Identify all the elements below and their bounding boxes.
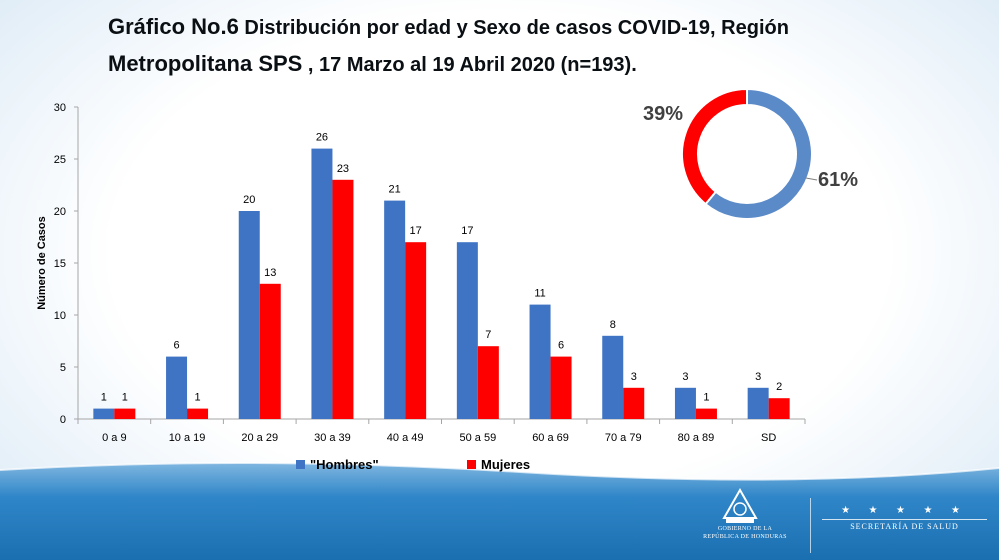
bar-mujeres: [768, 398, 790, 419]
data-label: 21: [389, 184, 401, 196]
data-label: 6: [173, 340, 179, 352]
bar-mujeres: [623, 387, 645, 419]
bar-mujeres: [477, 346, 499, 419]
bar-hombres: [238, 211, 260, 419]
donut-slice-mujeres: [681, 87, 748, 206]
data-label: 8: [610, 319, 616, 331]
data-label: 1: [703, 392, 709, 404]
data-label: 23: [337, 163, 349, 175]
x-tick-label: 30 a 39: [314, 432, 351, 444]
gov-line1: GOBIERNO DE LA: [717, 526, 773, 532]
x-tick-label: 50 a 59: [459, 432, 496, 444]
footer-band: [0, 462, 999, 560]
bar-hombres: [674, 387, 696, 419]
seal-icon: [722, 488, 758, 523]
bar-hombres: [456, 242, 478, 419]
x-tick-label: 60 a 69: [532, 432, 569, 444]
x-tick-label: SD: [761, 432, 776, 444]
ministry-rule: [822, 519, 987, 520]
data-label: 6: [558, 340, 564, 352]
legend-label-hombres: "Hombres": [310, 457, 379, 472]
bar-mujeres: [550, 356, 572, 419]
bar-mujeres: [259, 283, 281, 419]
footer-wave: [0, 461, 999, 481]
y-tick-label: 0: [60, 414, 66, 426]
bar-hombres: [384, 200, 406, 419]
gov-line2: REPÚBLICA DE HONDURAS: [703, 534, 787, 540]
bar-mujeres: [332, 179, 354, 419]
donut-chart: 61% 39%: [643, 87, 858, 220]
bar-mujeres: [695, 408, 717, 419]
x-tick-label: 0 a 9: [102, 432, 126, 444]
data-label: 7: [485, 329, 491, 341]
data-label: 13: [264, 267, 276, 279]
bar-hombres: [93, 408, 115, 419]
title-description: Distribución por edad y Sexo de casos CO…: [238, 17, 789, 39]
bar-mujeres: [114, 408, 136, 419]
data-label: 20: [243, 194, 255, 206]
title-figure-number: Gráfico No.6: [108, 14, 239, 39]
bar-mujeres: [187, 408, 209, 419]
title-region: Metropolitana SPS: [108, 51, 303, 76]
x-tick-label: 80 a 89: [678, 432, 715, 444]
y-tick-label: 15: [54, 258, 66, 270]
stars-icon: ★ ★ ★ ★ ★: [841, 505, 968, 516]
y-tick-label: 20: [54, 206, 66, 218]
donut-label-hombres: 61%: [818, 169, 858, 191]
bar-hombres: [602, 335, 624, 419]
data-label: 17: [410, 225, 422, 237]
data-label: 1: [101, 392, 107, 404]
data-label: 3: [682, 371, 688, 383]
y-tick-label: 25: [54, 154, 66, 166]
x-tick-label: 70 a 79: [605, 432, 642, 444]
bar-hombres: [166, 356, 188, 419]
ministry-logo: ★ ★ ★ ★ ★ SECRETARÍA DE SALUD: [822, 505, 987, 531]
y-tick-label: 30: [54, 102, 66, 114]
government-logo: GOBIERNO DE LA REPÚBLICA DE HONDURAS: [690, 488, 800, 558]
bar-chart: 0 5 10 15 20 25 30 Número de Casos 0 a 9 10 a 19 2…: [36, 102, 806, 444]
data-label: 1: [194, 392, 200, 404]
ministry-name: SECRETARÍA DE SALUD: [850, 522, 959, 531]
x-tick-label: 20 a 29: [241, 432, 278, 444]
data-label: 17: [461, 225, 473, 237]
x-tick-label: 10 a 19: [169, 432, 206, 444]
bar-hombres: [529, 304, 551, 419]
data-label: 1: [122, 392, 128, 404]
title-date-range: , 17 Marzo al 19 Abril 2020 (n=193).: [302, 54, 637, 76]
donut-leader-line: [805, 177, 818, 181]
y-tick-label: 10: [54, 310, 66, 322]
donut-label-mujeres: 39%: [643, 103, 683, 125]
data-label: 26: [316, 132, 328, 144]
bar-hombres: [747, 387, 769, 419]
data-label: 3: [755, 371, 761, 383]
bar-mujeres: [405, 242, 427, 419]
donut-slice-hombres: [704, 87, 813, 220]
legend-label-mujeres: Mujeres: [481, 457, 530, 472]
data-label: 2: [776, 381, 782, 393]
y-tick-label: 5: [60, 362, 66, 374]
y-axis-label: Número de Casos: [36, 216, 48, 310]
legend-swatch: [296, 460, 305, 469]
data-label: 11: [534, 288, 545, 300]
legend-swatch: [467, 460, 476, 469]
data-label: 3: [631, 371, 637, 383]
x-tick-label: 40 a 49: [387, 432, 424, 444]
bar-hombres: [311, 148, 333, 419]
chart-legend: "Hombres" Mujeres: [296, 457, 530, 472]
footer-divider: [810, 498, 811, 553]
